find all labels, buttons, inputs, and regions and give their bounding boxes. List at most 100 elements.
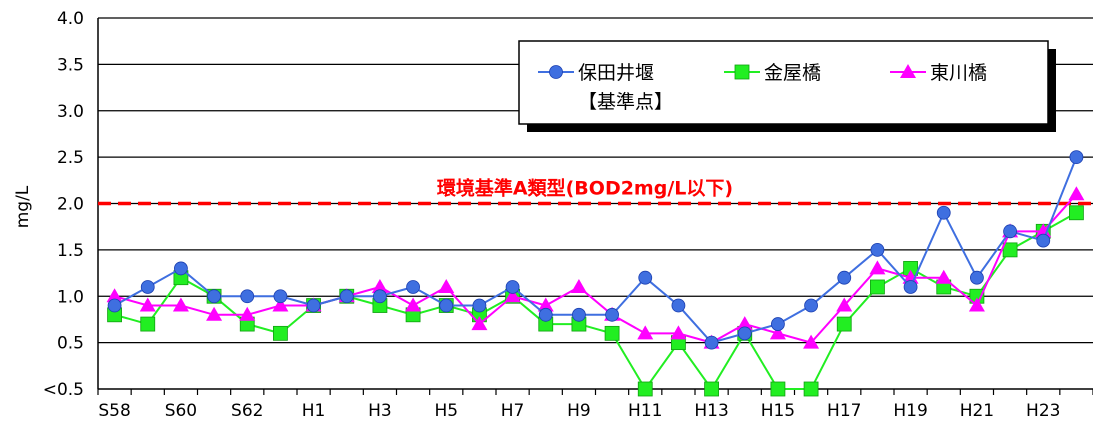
data-point [438,278,455,293]
data-point [936,205,951,220]
data-point [736,316,753,331]
y-tick-label: 2.0 [57,195,84,215]
y-axis-label: mg/L [13,185,33,228]
x-tick-label: H15 [761,401,795,421]
data-point [1035,223,1052,238]
data-point [637,325,654,340]
data-point [836,297,853,312]
data-point [638,270,653,285]
data-point [471,316,488,331]
legend-label: 東川橋 [930,62,987,84]
data-point [605,307,619,322]
data-point [803,334,820,349]
data-point [704,335,719,350]
x-tick-label: H11 [628,401,662,421]
data-point [371,278,388,293]
data-point [870,279,885,295]
x-tick-label: H7 [501,401,525,421]
data-point [273,325,288,341]
data-point [139,297,156,312]
data-point [206,306,223,321]
data-point [174,261,188,276]
y-tick-label: 1.0 [57,287,84,307]
data-point [869,260,886,275]
data-point [737,326,752,341]
data-point [239,306,256,321]
data-point [604,325,620,341]
data-point [570,278,587,293]
data-point [1068,186,1085,201]
data-point [405,297,422,312]
x-tick-label: H1 [302,401,326,421]
data-point [472,298,487,313]
legend: 保田井堰 金屋橋 東川橋 【基準点】 [518,40,1056,132]
data-point [373,289,387,304]
data-point [970,270,984,285]
data-point [836,316,852,332]
x-tick-label: H5 [434,401,458,421]
x-tick-label: S62 [231,401,263,421]
data-point [240,289,255,304]
x-tick-label: S60 [165,401,197,421]
data-point [837,270,852,285]
legend-box [518,40,1049,125]
data-point [140,316,156,332]
data-point [1036,233,1051,248]
data-point [439,298,454,313]
legend-swatch-marker [549,65,563,79]
data-point [107,298,122,313]
data-point [538,307,553,322]
data-point [769,325,786,340]
data-point [140,280,155,294]
data-point [106,288,123,303]
y-tick-label: 2.5 [57,148,84,168]
y-tick-label: 3.5 [57,55,84,75]
data-point [273,289,288,304]
y-tick-label: 3.0 [57,102,84,122]
data-point [670,325,687,340]
data-point [903,280,918,294]
data-point [803,381,819,397]
data-point [1069,150,1084,165]
data-point [406,280,420,294]
y-tick-label: 1.5 [57,241,84,261]
x-tick-label: H19 [893,401,927,421]
data-point [537,297,554,312]
data-point [771,317,785,331]
data-point [306,298,321,313]
data-point [637,381,653,397]
series-0 [107,150,1084,350]
legend-label: 金屋橋 [764,62,821,84]
data-point [172,297,189,312]
y-tick-label: 4.0 [57,9,84,29]
x-tick-label: H23 [1026,401,1060,421]
data-point [968,297,985,312]
data-point [1069,205,1084,221]
data-point [671,298,686,313]
data-point [804,298,818,313]
legend-label: 保田井堰 [578,62,654,84]
data-point [572,307,586,322]
x-tick-label: H17 [827,401,861,421]
data-point [1002,242,1018,258]
y-axis-tick-labels: <0.5 0.5 1.0 1.5 2.0 2.5 3.0 3.5 4.0 [43,9,84,400]
environmental-standard-label: 環境基準A類型(BOD2mg/L以下) [437,177,733,200]
legend-label-hotaizeki-line2: 【基準点】 [578,91,673,113]
x-tick-label: H9 [567,401,591,421]
data-point [935,269,952,284]
legend-swatch-marker [900,64,916,78]
data-point [870,242,885,257]
legend-swatch-marker [734,64,750,80]
data-point [704,381,719,397]
data-point [339,289,354,304]
data-point [505,280,520,294]
y-tick-label: 0.5 [57,334,84,354]
series-line [114,193,1078,344]
data-point [770,381,786,397]
x-tick-label: S58 [98,401,130,421]
data-point [504,288,521,303]
x-axis-tick-labels: S58 S60 S62 H1 H3 H5 H7 H9 H11 H13 H15 H17 H19 H21 H23 [98,401,1060,421]
y-tick-label: <0.5 [43,380,84,400]
data-point [272,297,289,312]
